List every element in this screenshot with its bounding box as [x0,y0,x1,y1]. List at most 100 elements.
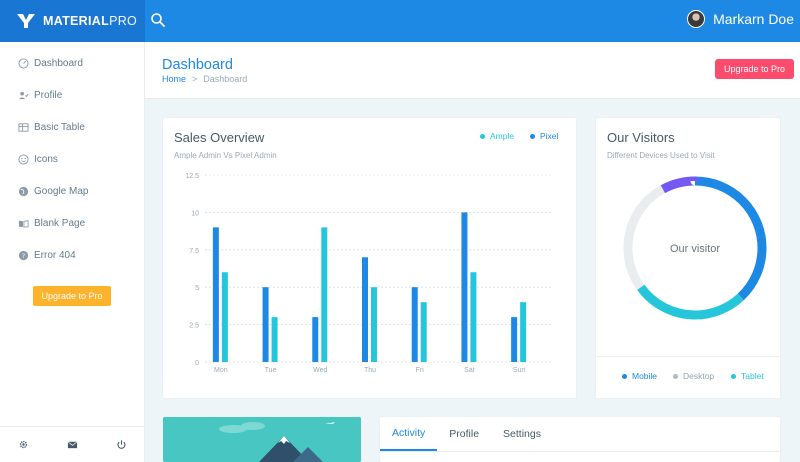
legend-dot [530,133,535,139]
table-icon [18,123,29,132]
sidebar-item-label: Basic Table [34,122,85,133]
tab-settings[interactable]: Settings [503,428,541,440]
brand-logo[interactable]: MATERIALPRO [0,0,145,42]
mountain-illustration [163,417,361,462]
legend-item-mobile: Mobile [622,371,657,381]
legend-label: Desktop [683,371,715,381]
top-bar: MATERIALPRO Markarn Doe [0,0,800,42]
bar-ample-thu [371,287,377,362]
sidebar-item-icons[interactable]: Icons [18,154,58,165]
card-title: Our Visitors [607,130,675,145]
card-subtitle: Ample Admin Vs Pixel Admin [174,151,277,160]
bar-ample-wed [321,227,328,362]
page-header: Dashboard Home > Dashboard Upgrade to Pr… [145,42,800,99]
x-tick-label: Thu [364,367,376,374]
svg-text:?: ? [22,252,25,260]
tab-profile[interactable]: Profile [449,428,480,440]
legend-dot [622,373,627,379]
bar-pixel-wed [312,317,319,362]
our-visitors-card: Our Visitors Different Devices Used to V… [596,118,780,398]
breadcrumb: Home > Dashboard [162,74,247,84]
legend-dot [673,373,678,379]
card-title: Sales Overview [174,130,265,145]
x-tick-label: Sat [464,367,475,374]
bar-ample-sat [470,272,477,362]
breadcrumb-home-link[interactable]: Home [162,74,187,84]
legend-label: Ample [490,131,515,141]
search-icon[interactable] [150,12,166,28]
bar-pixel-thu [362,257,368,362]
card-divider [596,356,780,357]
breadcrumb-current: Dashboard [203,74,248,84]
header-upgrade-to-pro-button[interactable]: Upgrade to Pro [715,59,794,79]
legend-label: Pixel [540,131,559,141]
visitors-donut-chart: Our visitor [623,176,767,320]
y-tick-label: 5 [195,285,199,292]
sidebar-item-label: Error 404 [34,250,76,261]
sidebar: Dashboard Profile Basic Table Icons Goog… [0,42,145,462]
x-tick-label: Tue [265,367,277,374]
sidebar-item-profile[interactable]: Profile [18,90,62,101]
bar-pixel-sun [511,317,518,362]
y-tick-label: 10 [191,210,199,217]
legend-dot [480,133,485,139]
sidebar-item-label: Google Map [34,186,89,197]
tab-divider [380,451,780,452]
bar-pixel-mon [212,227,219,362]
sidebar-item-label: Blank Page [34,218,86,229]
legend-label: Mobile [632,371,658,381]
legend-item-pixel: Pixel [530,131,558,141]
donut-center-label: Our visitor [670,243,720,255]
y-tick-label: 2.5 [189,323,199,330]
globe-icon [18,186,29,197]
sales-bar-chart: 12.5 10 7.5 5 2.5 0 Mon Tue Wed Thu Fri Sat Sun [185,173,553,374]
y-tick-label: 7.5 [189,248,199,255]
user-check-icon [18,91,29,100]
sidebar-item-basic-table[interactable]: Basic Table [18,122,85,133]
sidebar-item-dashboard[interactable]: Dashboard [18,58,83,69]
weather-image-card [163,417,361,462]
donut-slice-other [623,176,767,320]
power-icon[interactable] [116,439,127,450]
user-menu[interactable]: Markarn Doe [687,10,794,28]
legend-dot [731,373,736,379]
legend-label: Tablet [741,371,764,381]
sidebar-item-label: Dashboard [34,58,83,69]
sidebar-footer [0,426,145,462]
bar-ample-tue [271,317,278,362]
sidebar-item-label: Icons [34,154,58,165]
bar-pixel-fri [411,287,418,362]
y-tick-label: 12.5 [185,173,199,180]
sales-overview-card: Sales Overview Ample Admin Vs Pixel Admi… [163,118,576,398]
gear-icon[interactable] [18,439,29,450]
profile-tabs-card: Activity Profile Settings [380,417,780,462]
legend-item-desktop: Desktop [673,371,714,381]
x-tick-label: Wed [313,367,327,374]
gauge-icon [18,58,29,69]
legend-item-ample: Ample [480,131,514,141]
y-tick-label: 0 [195,360,199,367]
sidebar-item-google-map[interactable]: Google Map [18,186,88,197]
materialpro-logo-icon [17,14,35,28]
tab-activity[interactable]: Activity [380,417,438,451]
book-open-icon [18,220,29,228]
upgrade-to-pro-button[interactable]: Upgrade to Pro [33,286,111,306]
x-tick-label: Fri [416,367,425,374]
legend-item-tablet: Tablet [731,371,764,381]
card-subtitle: Different Devices Used to Visit [607,151,715,160]
avatar [687,10,706,28]
bar-pixel-tue [262,287,269,362]
donut-slice-tablet [623,176,767,320]
tab-bar: Activity Profile Settings [380,417,553,451]
mail-icon[interactable] [67,439,78,450]
x-tick-label: Mon [214,367,228,374]
sidebar-item-error-404[interactable]: ? Error 404 [18,250,76,261]
bar-pixel-sat [461,212,468,362]
smiley-icon [18,154,29,165]
x-tick-label: Sun [513,367,526,374]
bar-ample-sun [520,302,527,362]
donut-slice-desktop [623,176,767,320]
sidebar-item-blank-page[interactable]: Blank Page [18,218,85,229]
bar-ample-mon [221,272,228,362]
brand-name: MATERIALPRO [43,14,138,28]
